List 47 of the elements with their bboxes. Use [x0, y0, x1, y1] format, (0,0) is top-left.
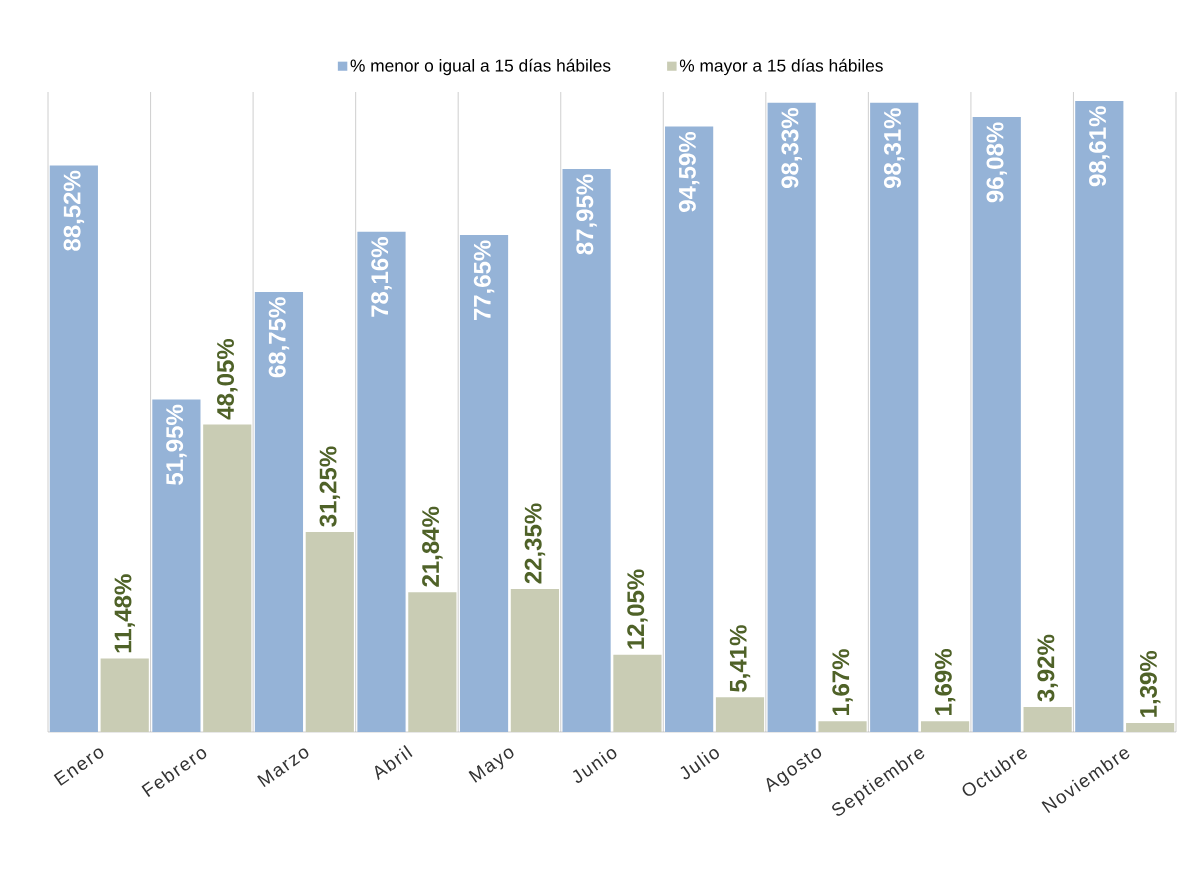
data-label: 3,92%: [1037, 634, 1058, 702]
bar: [870, 102, 919, 732]
bar: [767, 102, 816, 732]
bar: [613, 654, 662, 732]
data-label: 31,25%: [319, 446, 341, 527]
bar: [152, 399, 201, 732]
bar: [100, 658, 149, 732]
x-tick-label: Julio: [680, 749, 719, 780]
bar: [357, 231, 406, 732]
bar: [562, 169, 611, 732]
bar: [818, 721, 867, 732]
data-label: 98,61%: [1089, 106, 1110, 187]
bar: [1126, 723, 1175, 732]
bar: [665, 126, 714, 732]
data-label: 87,95%: [576, 174, 597, 255]
bar: [972, 117, 1021, 732]
data-label: 1,39%: [1139, 650, 1161, 717]
bar: [1075, 100, 1124, 732]
bar: [254, 291, 304, 732]
data-label: 21,84%: [422, 506, 443, 587]
bar: [1023, 706, 1072, 732]
bar: [459, 235, 509, 732]
bar: [715, 697, 765, 732]
data-label: 96,08%: [986, 122, 1007, 203]
data-label: 1,67%: [832, 649, 853, 716]
bar: [920, 721, 970, 732]
data-label: 11,48%: [114, 574, 135, 653]
data-label: 98,33%: [781, 108, 802, 188]
bar: [510, 588, 559, 732]
legend-label: % menor o igual a 15 días hábiles: [350, 58, 611, 76]
bar: [203, 424, 252, 732]
data-label: 5,41%: [729, 625, 751, 692]
bar: [305, 531, 354, 732]
bar: [49, 165, 98, 732]
data-label: 98,31%: [883, 108, 905, 189]
data-label: 94,59%: [678, 131, 700, 212]
data-label: 78,16%: [371, 237, 392, 317]
data-label: 12,05%: [627, 569, 648, 649]
data-label: 68,75%: [268, 297, 290, 378]
data-label: 22,35%: [524, 503, 546, 584]
legend-label: % mayor a 15 días hábiles: [679, 58, 883, 76]
data-label: 88,52%: [63, 170, 85, 251]
bar: [408, 592, 457, 732]
data-label: 1,69%: [934, 649, 956, 715]
data-label: 77,65%: [473, 240, 495, 321]
data-label: 48,05%: [217, 339, 238, 420]
data-label: 51,95%: [166, 404, 187, 485]
